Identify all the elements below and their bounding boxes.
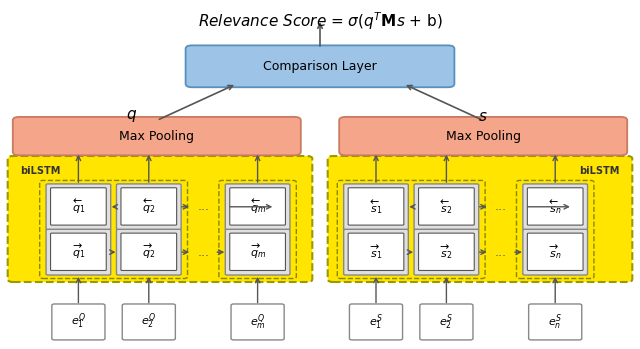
FancyBboxPatch shape bbox=[523, 184, 588, 230]
FancyBboxPatch shape bbox=[230, 233, 285, 270]
Text: $\overrightarrow{q}_1$: $\overrightarrow{q}_1$ bbox=[72, 243, 85, 261]
FancyBboxPatch shape bbox=[349, 304, 403, 340]
FancyBboxPatch shape bbox=[344, 184, 408, 230]
Text: $e_1^Q$: $e_1^Q$ bbox=[71, 312, 86, 332]
FancyBboxPatch shape bbox=[527, 233, 583, 270]
Text: $e_1^S$: $e_1^S$ bbox=[369, 312, 383, 332]
Text: $\overrightarrow{s}_2$: $\overrightarrow{s}_2$ bbox=[440, 243, 452, 261]
Text: $\overleftarrow{q}_2$: $\overleftarrow{q}_2$ bbox=[142, 198, 156, 216]
Text: $e_m^Q$: $e_m^Q$ bbox=[250, 312, 266, 332]
FancyBboxPatch shape bbox=[348, 188, 404, 225]
FancyBboxPatch shape bbox=[40, 180, 188, 279]
FancyBboxPatch shape bbox=[529, 304, 582, 340]
Text: $\overleftarrow{s}_n$: $\overleftarrow{s}_n$ bbox=[548, 198, 562, 216]
Text: $\overrightarrow{q}_m$: $\overrightarrow{q}_m$ bbox=[250, 243, 266, 261]
FancyBboxPatch shape bbox=[523, 229, 588, 275]
FancyBboxPatch shape bbox=[51, 233, 106, 270]
FancyBboxPatch shape bbox=[186, 45, 454, 87]
Text: $\overleftarrow{s}_1$: $\overleftarrow{s}_1$ bbox=[370, 198, 382, 216]
FancyBboxPatch shape bbox=[13, 117, 301, 155]
FancyBboxPatch shape bbox=[46, 229, 111, 275]
Text: $e_2^S$: $e_2^S$ bbox=[440, 312, 453, 332]
FancyBboxPatch shape bbox=[344, 229, 408, 275]
Text: ...: ... bbox=[495, 200, 507, 213]
Text: Max Pooling: Max Pooling bbox=[445, 129, 521, 143]
Text: $\mathit{Relevance\ Score}$ = $\sigma$($\mathit{q}^T$$\mathbf{M}$$\mathit{s}$ + : $\mathit{Relevance\ Score}$ = $\sigma$($… bbox=[198, 10, 442, 32]
FancyBboxPatch shape bbox=[225, 229, 290, 275]
FancyBboxPatch shape bbox=[516, 180, 594, 279]
FancyBboxPatch shape bbox=[414, 184, 479, 230]
Text: $e_n^S$: $e_n^S$ bbox=[548, 312, 562, 332]
Text: $\overrightarrow{s}_1$: $\overrightarrow{s}_1$ bbox=[370, 243, 382, 261]
FancyBboxPatch shape bbox=[116, 184, 181, 230]
FancyBboxPatch shape bbox=[122, 304, 175, 340]
Text: ...: ... bbox=[197, 246, 209, 259]
FancyBboxPatch shape bbox=[414, 229, 479, 275]
FancyBboxPatch shape bbox=[348, 233, 404, 270]
FancyBboxPatch shape bbox=[419, 233, 474, 270]
FancyBboxPatch shape bbox=[420, 304, 473, 340]
Text: $\overrightarrow{q}_2$: $\overrightarrow{q}_2$ bbox=[142, 243, 156, 261]
Text: Max Pooling: Max Pooling bbox=[119, 129, 195, 143]
FancyBboxPatch shape bbox=[51, 188, 106, 225]
Text: Comparison Layer: Comparison Layer bbox=[263, 60, 377, 73]
FancyBboxPatch shape bbox=[8, 156, 312, 282]
FancyBboxPatch shape bbox=[219, 180, 296, 279]
FancyBboxPatch shape bbox=[121, 233, 177, 270]
FancyBboxPatch shape bbox=[328, 156, 632, 282]
Text: $\overleftarrow{q}_m$: $\overleftarrow{q}_m$ bbox=[250, 198, 266, 216]
Text: ...: ... bbox=[197, 200, 209, 213]
Text: $\mathit{q}$: $\mathit{q}$ bbox=[125, 108, 137, 124]
FancyBboxPatch shape bbox=[121, 188, 177, 225]
Text: $\overleftarrow{q}_1$: $\overleftarrow{q}_1$ bbox=[72, 198, 85, 216]
Text: $\overleftarrow{s}_2$: $\overleftarrow{s}_2$ bbox=[440, 198, 452, 216]
FancyBboxPatch shape bbox=[337, 180, 485, 279]
FancyBboxPatch shape bbox=[46, 184, 111, 230]
Text: $e_2^Q$: $e_2^Q$ bbox=[141, 312, 156, 332]
FancyBboxPatch shape bbox=[527, 188, 583, 225]
FancyBboxPatch shape bbox=[419, 188, 474, 225]
FancyBboxPatch shape bbox=[225, 184, 290, 230]
FancyBboxPatch shape bbox=[52, 304, 105, 340]
Text: biLSTM: biLSTM bbox=[20, 166, 61, 176]
Text: $\mathit{s}$: $\mathit{s}$ bbox=[478, 109, 488, 124]
FancyBboxPatch shape bbox=[231, 304, 284, 340]
FancyBboxPatch shape bbox=[339, 117, 627, 155]
Text: ...: ... bbox=[495, 246, 507, 259]
FancyBboxPatch shape bbox=[116, 229, 181, 275]
FancyBboxPatch shape bbox=[230, 188, 285, 225]
Text: biLSTM: biLSTM bbox=[579, 166, 620, 176]
Text: $\overrightarrow{s}_n$: $\overrightarrow{s}_n$ bbox=[548, 243, 562, 261]
